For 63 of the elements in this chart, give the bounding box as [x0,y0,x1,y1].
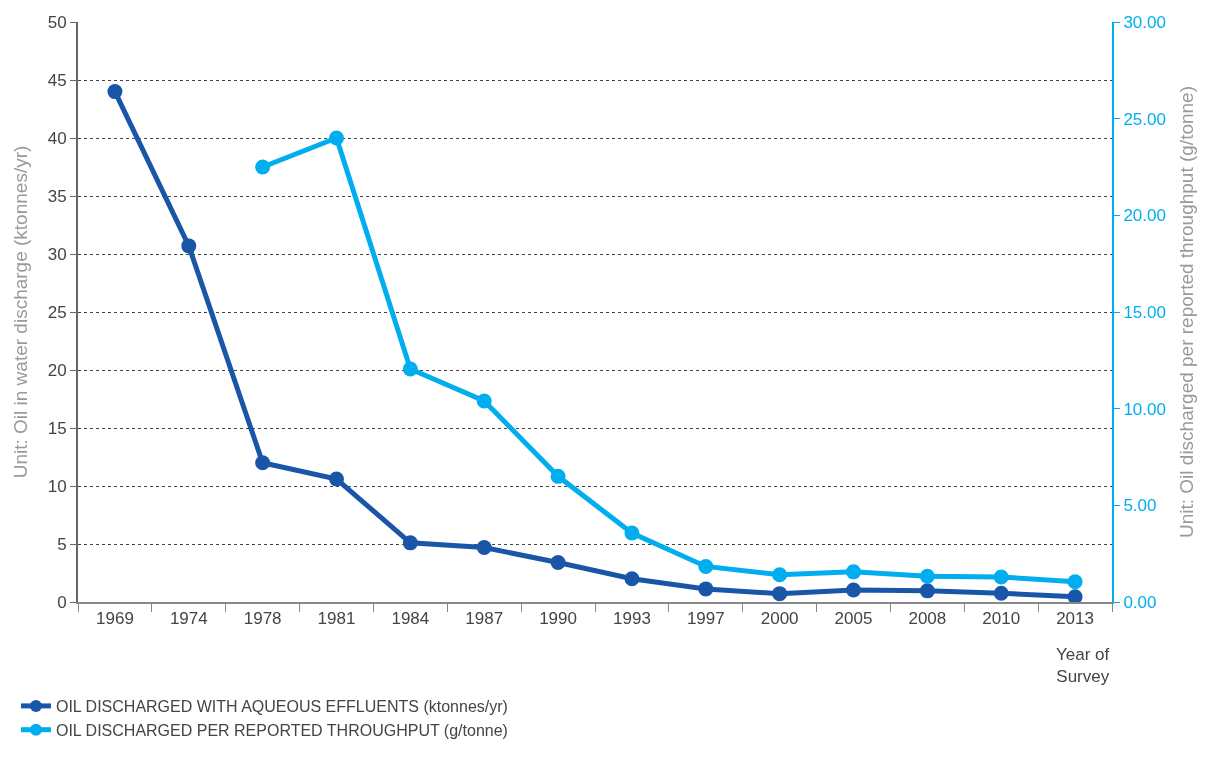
legend-label: OIL DISCHARGED PER REPORTED THROUGHPUT (g/tonne) [55,721,508,739]
point [919,583,935,599]
point [329,471,344,487]
x-tick-label: 1984 [391,609,430,629]
y-tick-label: 0 [57,592,67,612]
point [624,571,640,587]
y-tick-label: 25 [47,302,67,322]
point [772,586,788,602]
y2-tick-label: 10.00 [1123,399,1166,419]
x-tick-label: 1997 [686,609,725,629]
point [772,567,788,583]
point [1067,574,1083,590]
y-tick-label: 45 [47,70,67,90]
point [624,525,640,541]
y-tick-label: 5 [57,534,67,554]
x-tick-label: 1969 [96,609,134,629]
y-tick-label: 35 [47,186,67,206]
y-axis-title: Unit: Oil in water discharge (ktonnes/yr) [10,145,32,479]
y2-tick-label: 30.00 [1123,12,1166,32]
x-tick-label: 1987 [465,609,504,629]
x-tick-label: 1974 [169,609,208,629]
x-tick-label: 1978 [243,609,282,629]
point [255,159,271,175]
point [402,535,418,551]
x-tick-label: 2008 [908,609,947,629]
point [476,393,492,409]
y2-tick-label: 5.00 [1123,496,1157,516]
y2-tick-label: 25.00 [1123,109,1166,129]
point [107,84,123,100]
x-tick-label: 1990 [539,609,577,629]
point [698,558,714,574]
y-tick-label: 30 [47,244,67,264]
point [181,238,197,254]
point [329,130,344,146]
point [993,569,1009,585]
point [919,568,935,584]
point [993,585,1009,601]
y-tick-label: 20 [47,360,67,380]
point [476,539,492,555]
x-tick-label: 2000 [760,609,799,629]
point [550,555,566,571]
y2-tick-label: 0.00 [1123,592,1157,612]
x-tick-label: 2010 [982,609,1021,629]
y-tick-label: 50 [47,12,67,32]
y-tick-label: 15 [47,418,67,438]
y-tick-label: 40 [47,128,67,148]
x-tick-label: 1993 [613,609,651,629]
x-tick-label: 1981 [317,609,356,629]
legend-label: OIL DISCHARGED WITH AQUEOUS EFFLUENTS (ktonnes/yr) [55,698,508,716]
x-tick-label: 2013 [1056,609,1094,629]
x-tick-label: 2005 [834,609,873,629]
y2-tick-label: 15.00 [1123,302,1166,322]
point [698,581,714,597]
y2-tick-label: 20.00 [1123,206,1166,226]
x-axis-title: Year of Survey [1056,645,1110,687]
point [550,468,566,484]
y2-axis-title: Unit: Oil discharged per reported throughput (g/tonne) [1176,85,1198,539]
point [846,582,861,598]
point [402,361,418,377]
y-tick-label: 10 [47,476,67,496]
point [846,564,861,580]
point [255,455,271,471]
point [1067,589,1083,602]
